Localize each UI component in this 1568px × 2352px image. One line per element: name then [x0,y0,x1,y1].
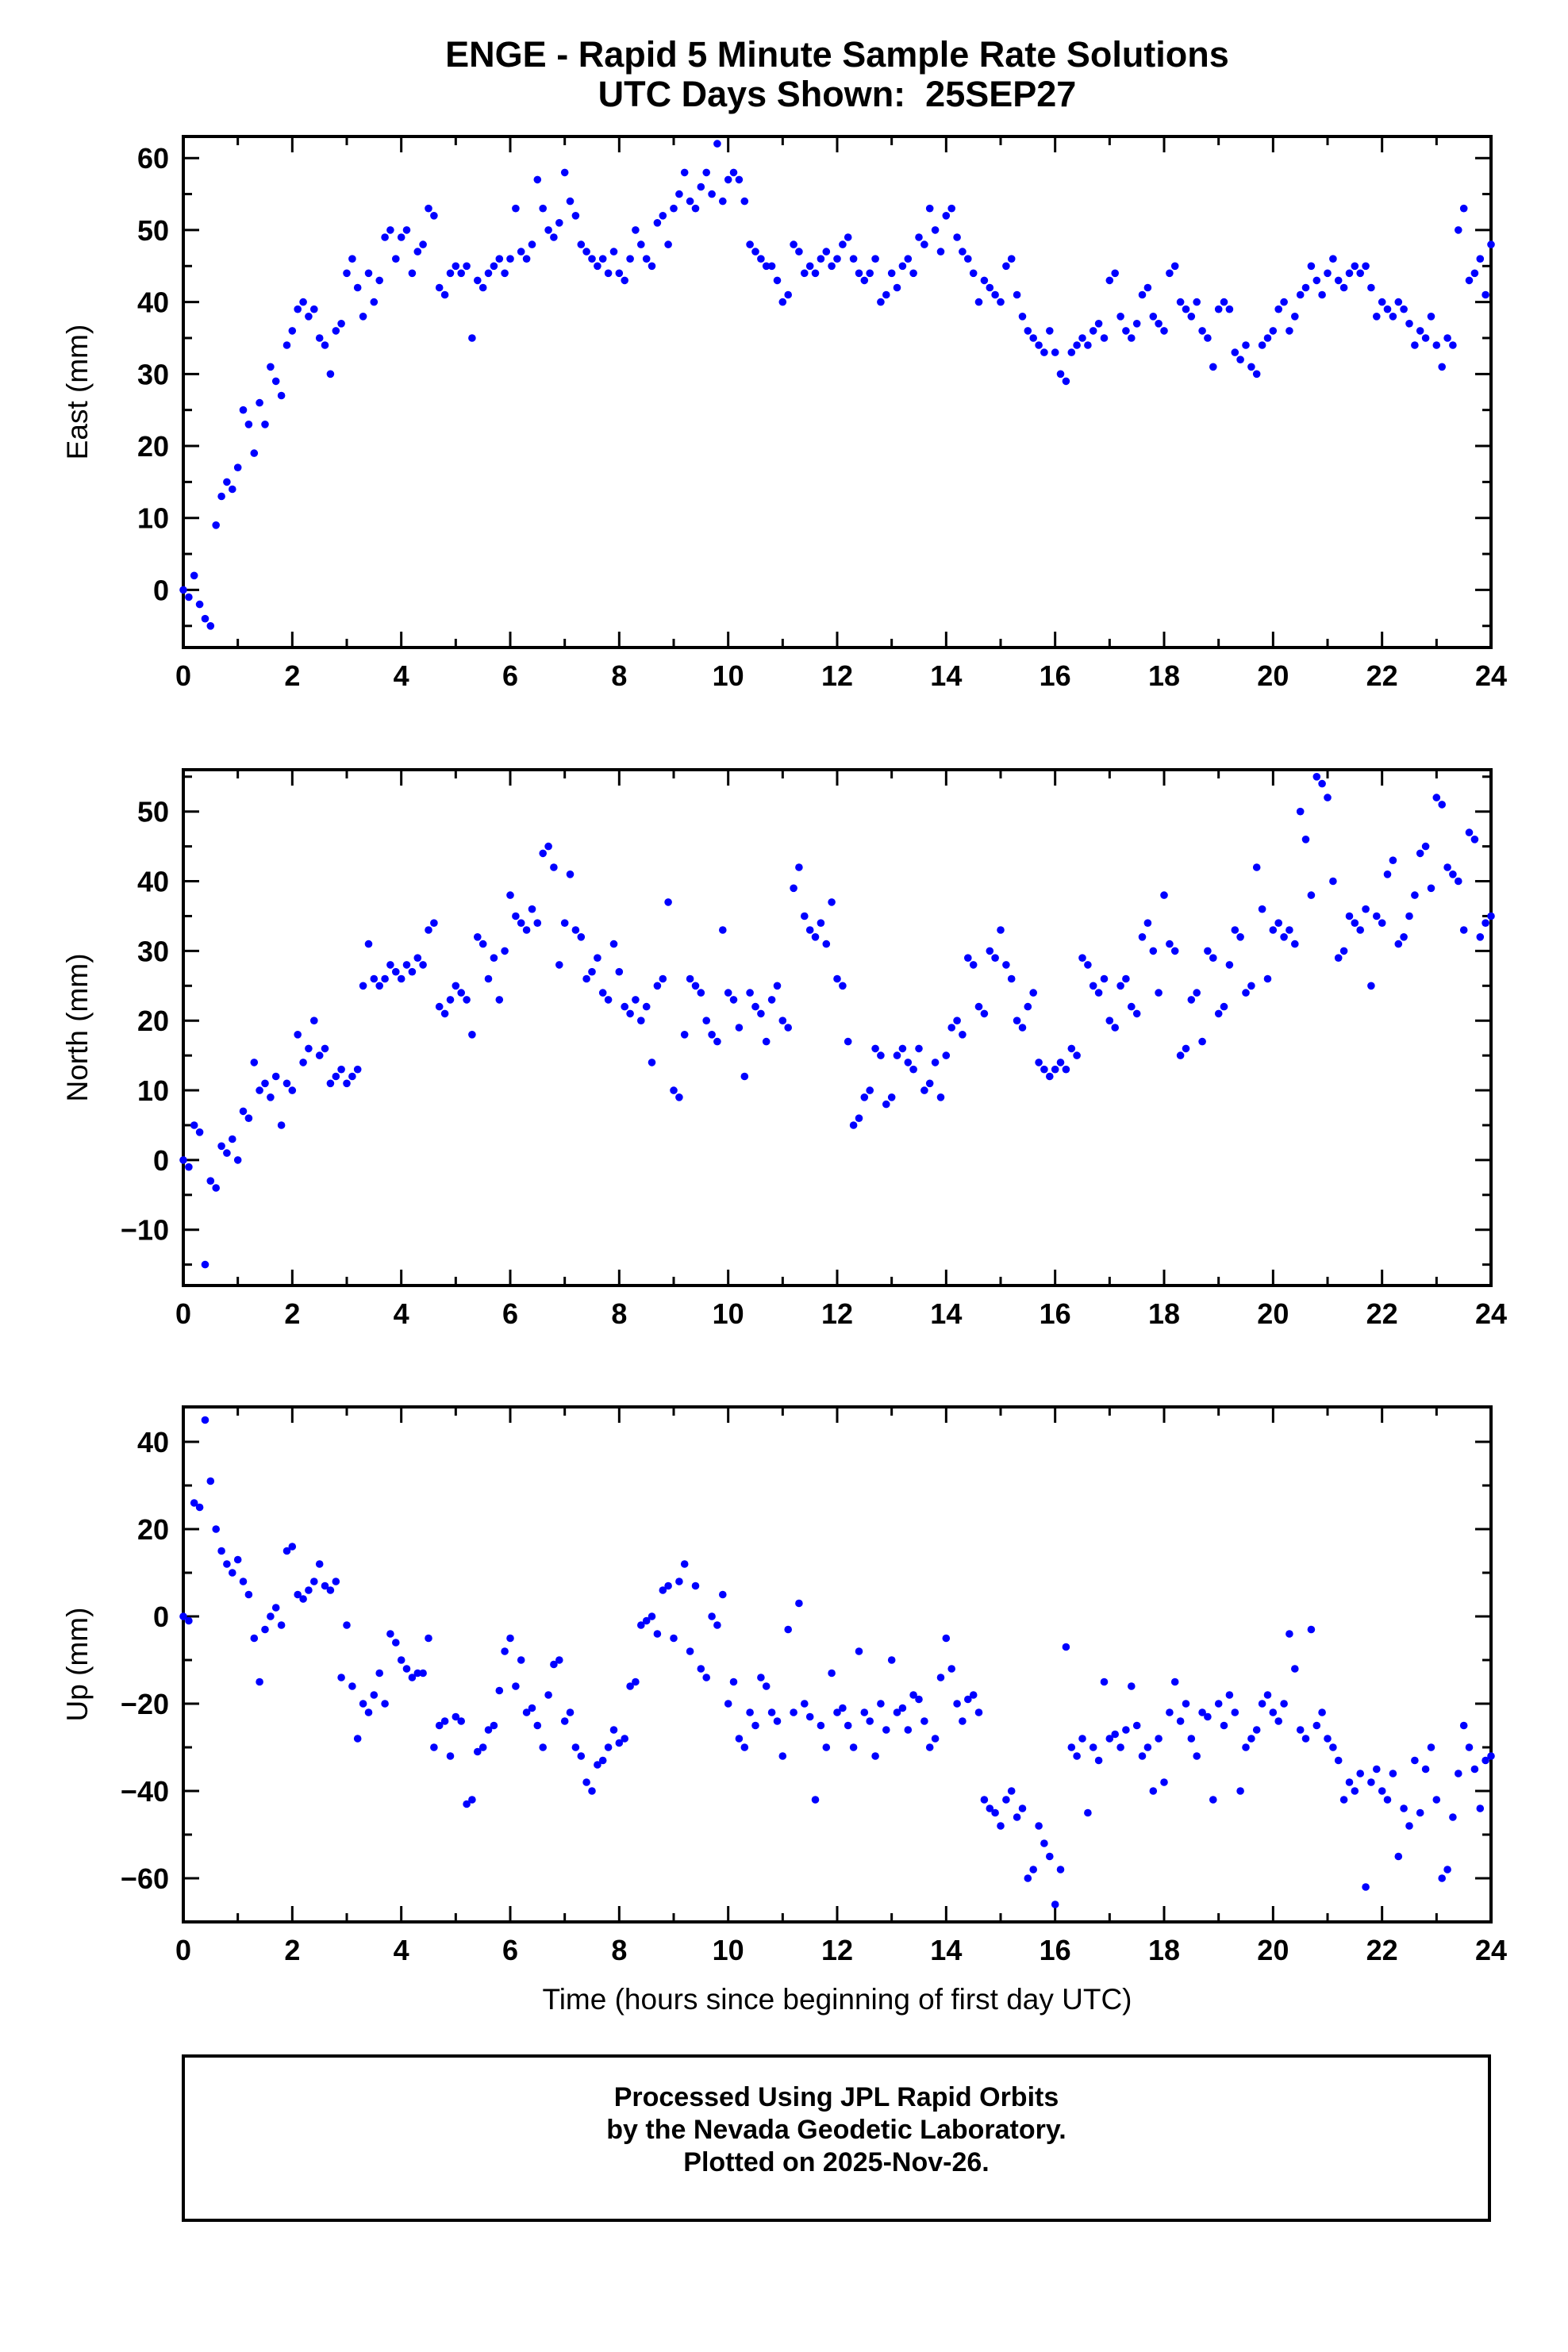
up-y-tick-label: 0 [153,1601,169,1633]
up-x-tick-label: 22 [1366,1934,1398,1966]
north-x-tick-label: 14 [930,1297,962,1330]
up-x-tick-label: 18 [1148,1934,1180,1966]
up-axis-title: Up (mm) [61,1608,94,1722]
up-y-tick-label: −40 [121,1775,169,1808]
north-x-tick-label: 6 [502,1297,518,1330]
east-x-tick-label: 14 [930,659,962,692]
up-x-tick-label: 6 [502,1934,518,1966]
north-x-tick-label: 2 [284,1297,300,1330]
north-y-tick-label: 30 [137,935,169,967]
east-axis-title: East (mm) [61,325,94,460]
north-y-tick-label: 0 [153,1144,169,1177]
east-y-tick-label: 60 [137,142,169,175]
north-x-tick-label: 20 [1257,1297,1289,1330]
north-y-tick-label: 20 [137,1005,169,1037]
north-x-tick-label: 0 [175,1297,191,1330]
up-x-tick-label: 2 [284,1934,300,1966]
north-y-tick-label: 10 [137,1074,169,1107]
east-points [179,140,1495,630]
east-x-tick-label: 0 [175,659,191,692]
up-x-tick-label: 20 [1257,1934,1289,1966]
up-x-tick-label: 8 [611,1934,627,1966]
footer-line-2: by the Nevada Geodetic Laboratory. [606,2115,1066,2145]
up-points [179,1416,1495,1908]
north-x-tick-label: 8 [611,1297,627,1330]
east-x-tick-label: 4 [394,659,409,692]
north-plot: 0 2 4 6 8 10 12 14 16 18 20 22 24−1001020304050North… [61,768,1507,1330]
east-x-tick-label: 24 [1475,659,1507,692]
east-x-tick-label: 6 [502,659,518,692]
east-y-tick-label: 20 [137,430,169,463]
east-y-tick-label: 50 [137,214,169,247]
east-x-tick-label: 22 [1366,659,1398,692]
up-x-tick-label: 0 [175,1934,191,1966]
east-y-tick-label: 0 [153,574,169,606]
north-x-tick-label: 12 [821,1297,853,1330]
east-y-tick-label: 30 [137,358,169,390]
chart-subtitle: UTC Days Shown: 25SEP27 [598,74,1077,114]
east-x-tick-label: 8 [611,659,627,692]
up-y-tick-label: 40 [137,1426,169,1458]
east-x-tick-label: 12 [821,659,853,692]
north-y-tick-label: −10 [121,1214,169,1247]
up-x-tick-label: 16 [1040,1934,1071,1966]
north-y-tick-label: 40 [137,866,169,898]
north-x-tick-label: 18 [1148,1297,1180,1330]
north-axis-title: North (mm) [61,953,94,1101]
up-x-tick-label: 12 [821,1934,853,1966]
north-y-tick-label: 50 [137,796,169,828]
up-x-tick-label: 4 [394,1934,409,1966]
up-y-tick-label: −60 [121,1862,169,1895]
footer-line-1: Processed Using JPL Rapid Orbits [613,2082,1059,2112]
x-axis-title: Time (hours since beginning of first day… [542,1983,1132,2016]
north-x-tick-label: 10 [713,1297,744,1330]
east-x-tick-label: 18 [1148,659,1180,692]
east-y-tick-label: 10 [137,502,169,535]
east-x-tick-label: 2 [284,659,300,692]
east-x-tick-label: 16 [1040,659,1071,692]
north-x-tick-label: 16 [1040,1297,1071,1330]
east-x-tick-label: 10 [713,659,744,692]
east-frame [182,135,1493,649]
footer-line-3: Plotted on 2025-Nov-26. [683,2147,990,2177]
up-frame [182,1405,1493,1923]
title-block: ENGE - Rapid 5 Minute Sample Rate Soluti… [183,35,1491,114]
east-y-tick-label: 40 [137,286,169,319]
up-x-tick-label: 24 [1475,1934,1507,1966]
north-x-tick-label: 24 [1475,1297,1507,1330]
east-x-tick-label: 20 [1257,659,1289,692]
chart-title: ENGE - Rapid 5 Minute Sample Rate Soluti… [445,34,1229,75]
north-x-tick-label: 4 [394,1297,409,1330]
up-x-tick-label: 14 [930,1934,962,1966]
up-y-tick-label: −20 [121,1688,169,1720]
footer-box: Processed Using JPL Rapid Orbits by the … [182,2054,1491,2222]
up-y-tick-label: 20 [137,1513,169,1546]
north-x-tick-label: 22 [1366,1297,1398,1330]
up-x-tick-label: 10 [713,1934,744,1966]
north-frame [182,768,1493,1287]
north-points [179,773,1495,1269]
